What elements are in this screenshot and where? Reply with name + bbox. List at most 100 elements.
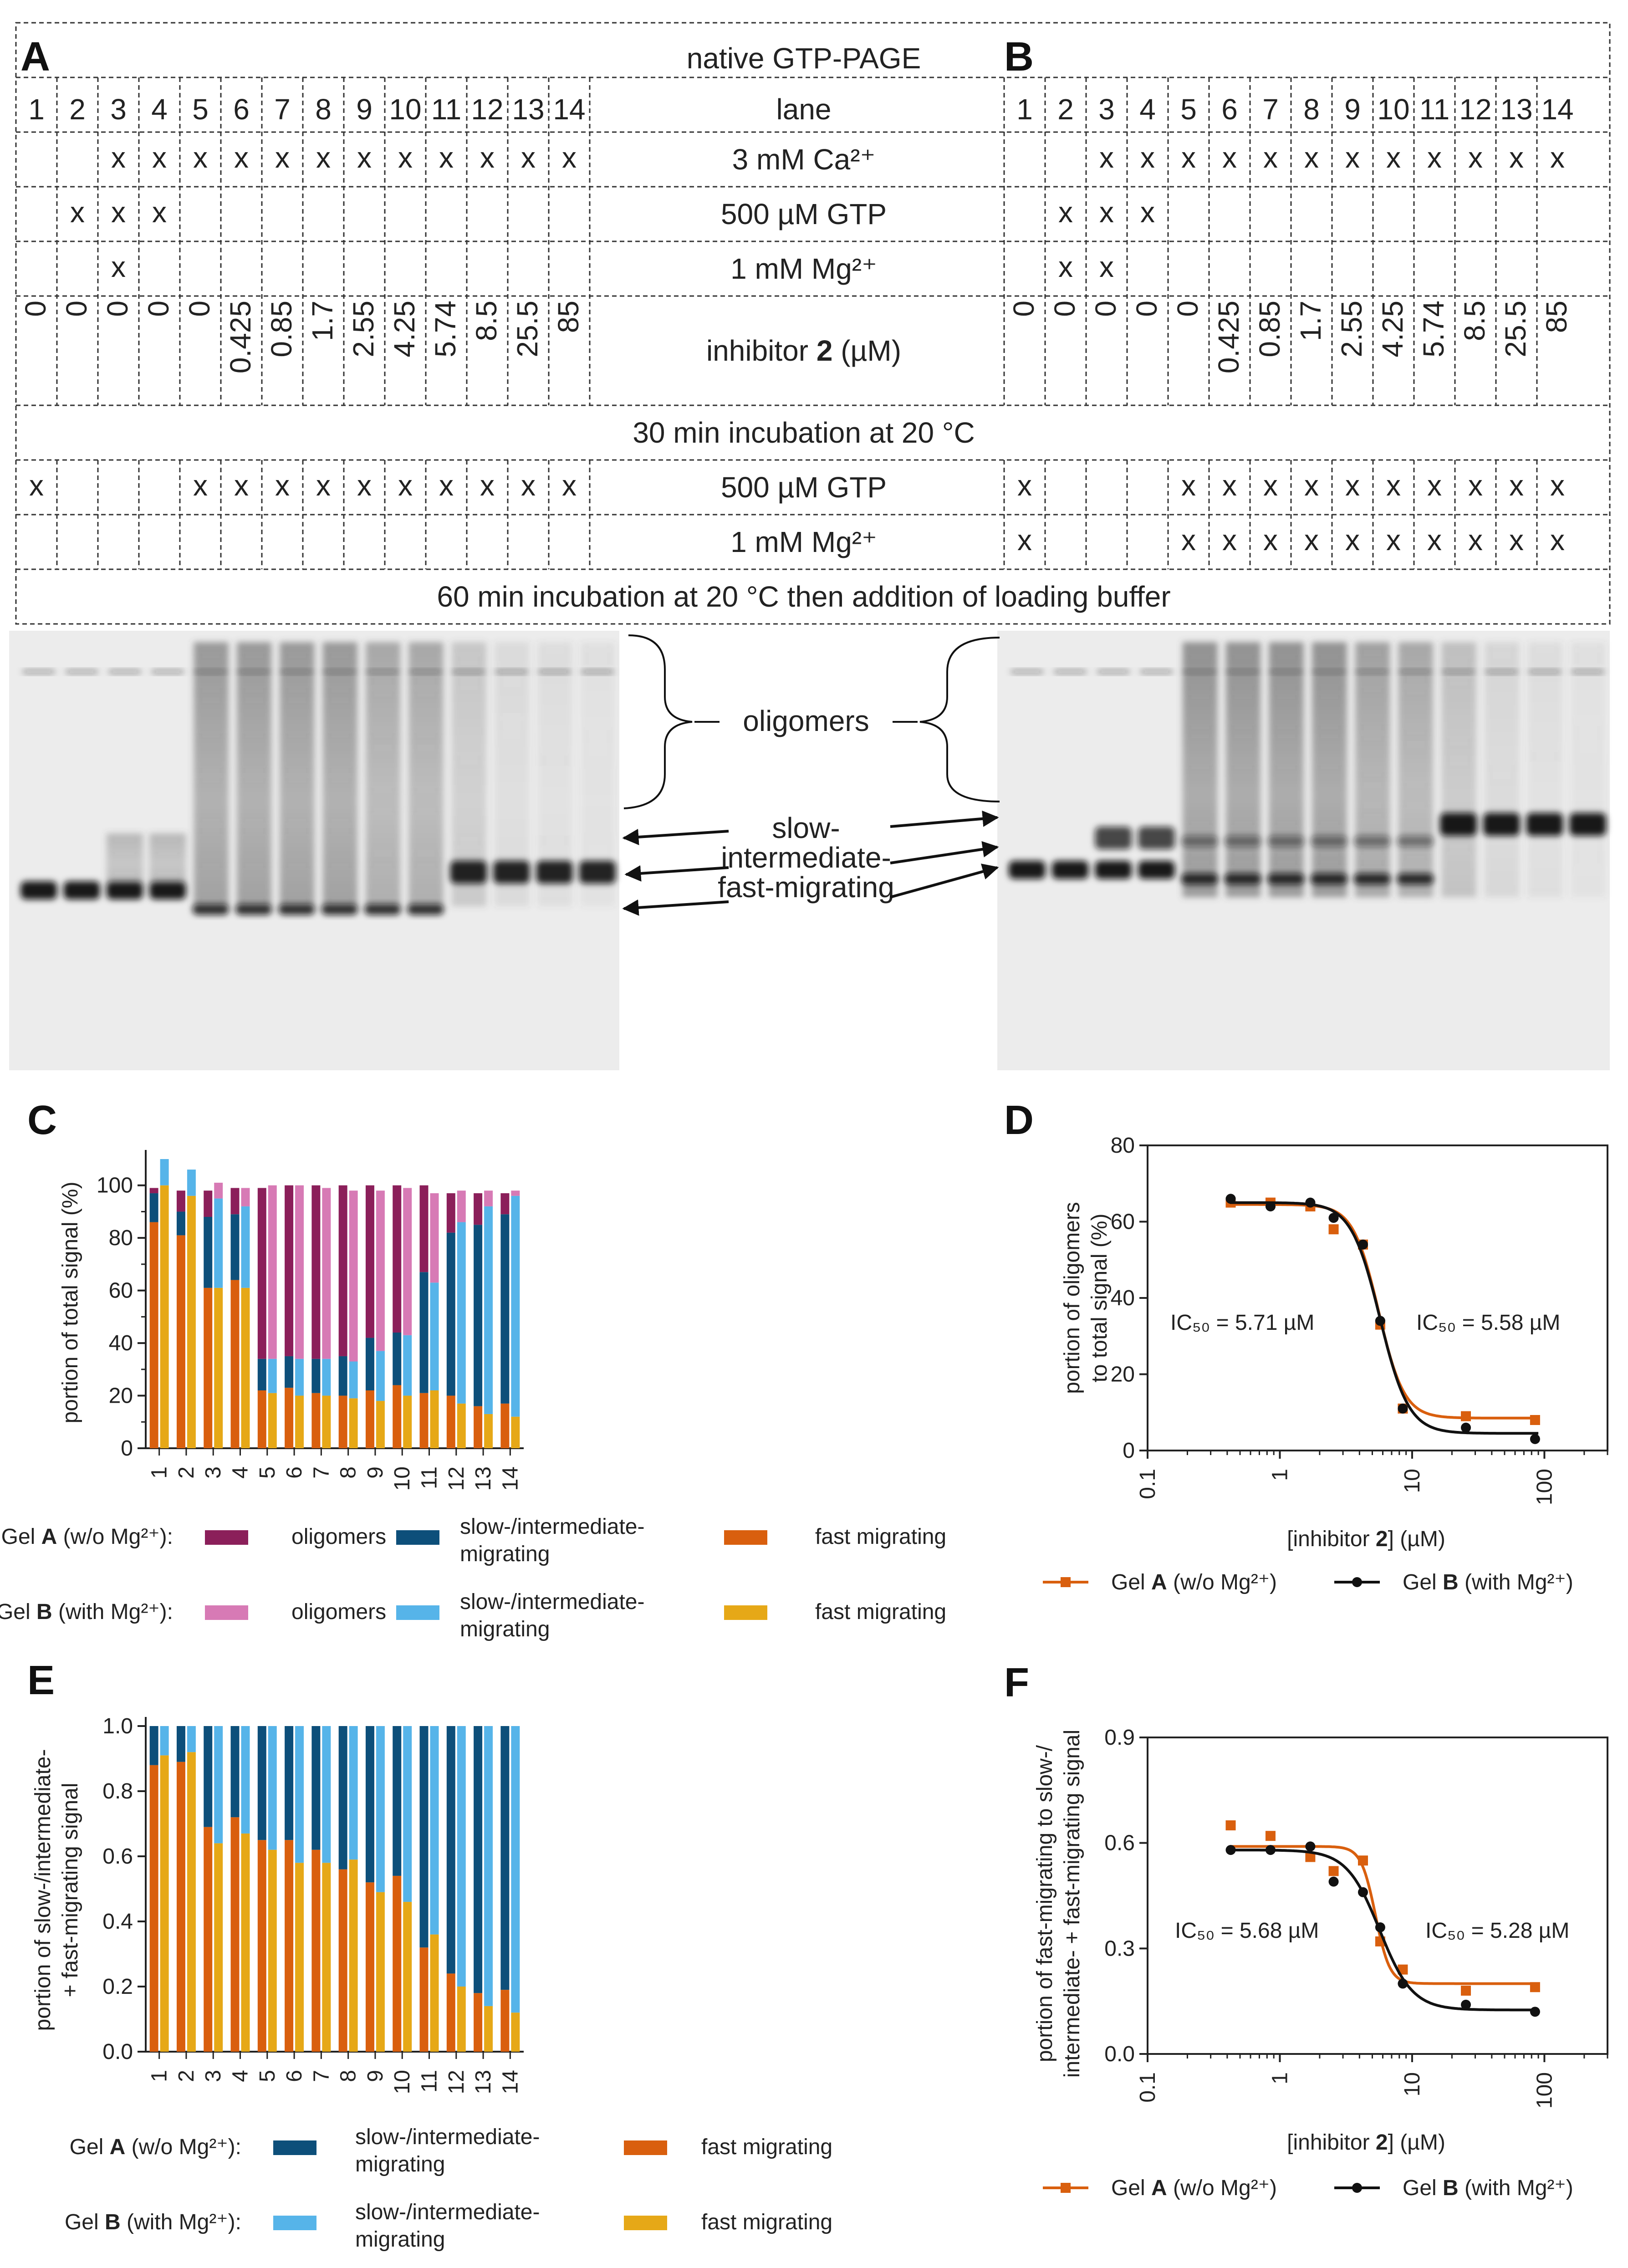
intermediate-band (1138, 827, 1175, 849)
bar-B-1 (484, 1206, 493, 1414)
fast-band (63, 881, 100, 899)
legend-fast: fast migrating (815, 1525, 946, 1549)
bar-A-2 (149, 1188, 158, 1194)
bar-slow-B (241, 1726, 250, 1834)
incubation-1: 30 min incubation at 20 °C (633, 416, 975, 449)
y-axis-title-line: portion of oligomers (1060, 1202, 1084, 1394)
legend-label-B-part-1: B (1443, 1570, 1459, 1594)
bar-slow-A (474, 1726, 483, 1993)
legend-slow-1: slow-/intermediate- (460, 1590, 644, 1614)
inhibitor-row-label: inhibitor 2 (µM) (706, 334, 901, 367)
lane-number-B: 2 (1057, 93, 1074, 126)
bar-B-1 (376, 1351, 385, 1401)
intermediate-band (1095, 827, 1132, 849)
point-A (1530, 1982, 1540, 1992)
bar-slow-B (430, 1726, 439, 1935)
panel-label-A: A (20, 34, 50, 80)
legend-E: Gel A (w/o Mg²⁺):Gel B (with Mg²⁺):slow-… (65, 2125, 832, 2252)
lane-number-A: 12 (471, 93, 503, 126)
bar-A-0 (257, 1390, 266, 1448)
bar-A-1 (419, 1272, 429, 1393)
bar-fast-A (338, 1869, 347, 2052)
legend-slow-2: migrating (460, 1617, 550, 1641)
x-axis-title-part-1: 2 (1376, 2130, 1388, 2155)
arrow-right (890, 863, 999, 899)
mark-A: x (111, 141, 126, 174)
mark-A: x (439, 141, 454, 174)
bar-slow-A (149, 1726, 158, 1765)
legend-row-label-part-1: A (110, 2135, 126, 2159)
intermediate-label: intermediate- (721, 841, 891, 874)
fit-curve-B (1230, 1201, 1539, 1435)
y-tick-label: 40 (109, 1331, 133, 1355)
inhibitor-conc-A: 0 (19, 301, 52, 317)
mark-A: x (562, 469, 577, 502)
mark-A: x (111, 250, 126, 283)
mark-B: x (1181, 524, 1196, 557)
fast-migrating-band (1311, 873, 1347, 884)
fast-migrating-band (1267, 873, 1305, 884)
mark-B: x (1550, 469, 1565, 502)
mark-A: x (152, 196, 167, 229)
bar-A-1 (230, 1214, 240, 1280)
x-tick-label: 14 (498, 2070, 522, 2094)
oligomer-smear (1269, 642, 1304, 897)
inhibitor-conc-A: 8.5 (470, 301, 503, 341)
legend-swatch-slow (273, 2140, 316, 2155)
legend-label-B-part-2: (with Mg²⁺) (1459, 2176, 1573, 2200)
x-tick-label: 3 (201, 1466, 225, 1479)
bar-B-1 (403, 1335, 412, 1396)
legend-label-A-part-1: A (1151, 1570, 1167, 1594)
fast-label: fast-migrating (718, 871, 894, 904)
inhibitor-conc-A: 25.5 (511, 301, 544, 358)
left-bracket (623, 634, 693, 809)
inhibitor-row-label-part-2: (µM) (832, 334, 901, 367)
mark-A: x (480, 469, 495, 502)
legend-row-label: Gel B (with Mg²⁺): (0, 1600, 173, 1624)
bar-A-0 (393, 1385, 402, 1448)
point-B (1398, 1403, 1408, 1414)
bar-slow-A (285, 1726, 294, 1840)
y-tick-label: 0.6 (1104, 1831, 1135, 1855)
inhibitor-conc-A: 0.425 (224, 301, 257, 373)
y-tick-label: 20 (109, 1384, 133, 1408)
inhibitor-conc-A: 0.85 (265, 301, 298, 358)
oligomer-smear (1355, 642, 1390, 897)
y-tick-label: 100 (97, 1174, 133, 1198)
bar-A-2 (365, 1185, 374, 1338)
bar-fast-A (393, 1875, 402, 2052)
point-A (1305, 1852, 1316, 1862)
bar-B-0 (187, 1195, 196, 1448)
inhibitor-conc-B: 2.55 (1335, 301, 1368, 358)
oligomer-smear (1398, 642, 1434, 897)
inhibitor-conc-B: 0 (1171, 301, 1204, 317)
point-A (1461, 1986, 1471, 1996)
bar-B-0 (457, 1403, 466, 1448)
bar-B-0 (322, 1395, 331, 1448)
lane-number-A: 11 (431, 93, 461, 126)
fast-migrating-band (364, 904, 401, 915)
x-tick-label: 10 (390, 2070, 414, 2094)
bar-A-0 (230, 1280, 240, 1448)
well-band (107, 669, 142, 674)
oligomer-smear (1225, 642, 1261, 897)
legend-row-label-part-0: Gel (70, 2135, 110, 2159)
bar-fast-B (322, 1863, 331, 2052)
bar-fast-B (457, 1987, 466, 2052)
bar-B-0 (484, 1414, 493, 1448)
bar-A-0 (474, 1406, 483, 1448)
legend-marker-A (1061, 2183, 1071, 2193)
y-tick-label: 0.8 (102, 1779, 133, 1803)
bar-B-1 (430, 1282, 439, 1390)
gel-image-A (9, 631, 619, 1070)
bar-slow-A (257, 1726, 266, 1840)
y-tick-label: 60 (109, 1279, 133, 1303)
ic50-label-A: IC₅₀ = 5.28 µM (1425, 1919, 1569, 1943)
y-tick-label: 0.0 (102, 2040, 133, 2064)
legend-label-B-part-0: Gel (1403, 1570, 1443, 1594)
bar-B-1 (457, 1222, 466, 1404)
x-tick-label: 1 (1268, 1469, 1292, 1481)
y-tick-label: 60 (1111, 1210, 1135, 1234)
mark-B: x (1509, 524, 1524, 557)
inhibitor-conc-B: 0 (1130, 301, 1163, 317)
